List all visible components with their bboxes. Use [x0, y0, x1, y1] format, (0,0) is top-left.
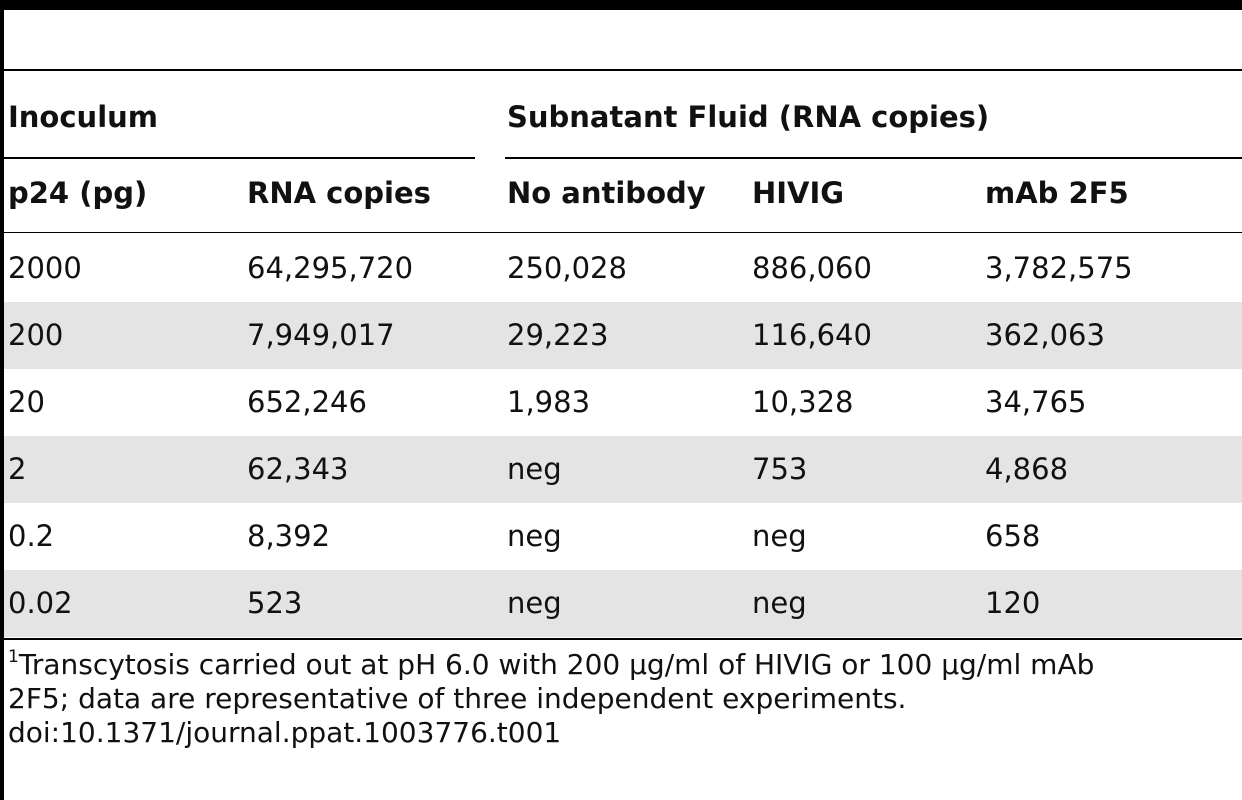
table-cell: 0.02 — [8, 586, 73, 620]
row-band — [4, 570, 1242, 637]
table-cell: 116,640 — [752, 318, 872, 352]
subnatant-underline — [505, 157, 1242, 159]
footnote-doi: doi:10.1371/journal.ppat.1003776.t001 — [8, 716, 562, 749]
table-cell: 200 — [8, 318, 64, 352]
table-cell: 2 — [8, 452, 27, 486]
col-header-mab-2f5: mAb 2F5 — [985, 176, 1129, 210]
table-cell: 886,060 — [752, 251, 872, 285]
footnote-text-1: Transcytosis carried out at pH 6.0 with … — [18, 648, 1095, 681]
table-cell: 0.2 — [8, 519, 55, 553]
table-cell: 3,782,575 — [985, 251, 1133, 285]
table-cell: 362,063 — [985, 318, 1105, 352]
table-cell: 10,328 — [752, 385, 854, 419]
group-header-subnatant: Subnatant Fluid (RNA copies) — [507, 100, 990, 134]
footnote-marker: 1 — [8, 647, 19, 667]
table-top-rule — [0, 69, 1242, 71]
inoculum-underline — [0, 157, 475, 159]
col-header-rna-copies: RNA copies — [247, 176, 431, 210]
row-band — [4, 302, 1242, 369]
table-cell: 62,343 — [247, 452, 349, 486]
table-cell: neg — [507, 519, 562, 553]
table-cell: 523 — [247, 586, 303, 620]
table-cell: 658 — [985, 519, 1041, 553]
table-cell: 20 — [8, 385, 45, 419]
group-header-inoculum: Inoculum — [8, 100, 158, 134]
table-cell: 120 — [985, 586, 1041, 620]
table-cell: 8,392 — [247, 519, 331, 553]
header-bottom-rule — [0, 232, 1242, 233]
table-cell: neg — [507, 452, 562, 486]
table-cell: 64,295,720 — [247, 251, 414, 285]
table-cell: 29,223 — [507, 318, 609, 352]
footnote-line-1: 1Transcytosis carried out at pH 6.0 with… — [8, 648, 1238, 682]
table-cell: neg — [752, 519, 807, 553]
table-cell: 4,868 — [985, 452, 1069, 486]
table-cell: 1,983 — [507, 385, 591, 419]
top-border — [0, 0, 1242, 10]
left-border — [0, 0, 4, 800]
table-cell: neg — [507, 586, 562, 620]
table-cell: 2000 — [8, 251, 82, 285]
table-bottom-rule — [0, 638, 1242, 640]
table-cell: 7,949,017 — [247, 318, 395, 352]
table-cell: 652,246 — [247, 385, 367, 419]
table-footnote: 1Transcytosis carried out at pH 6.0 with… — [8, 648, 1238, 750]
table-cell: 250,028 — [507, 251, 627, 285]
table-cell: 34,765 — [985, 385, 1087, 419]
col-header-no-antibody: No antibody — [507, 176, 706, 210]
col-header-p24: p24 (pg) — [8, 176, 148, 210]
table-cell: 753 — [752, 452, 808, 486]
table-cell: neg — [752, 586, 807, 620]
row-band — [4, 436, 1242, 503]
footnote-line-2: 2F5; data are representative of three in… — [8, 682, 907, 715]
col-header-hivig: HIVIG — [752, 176, 845, 210]
